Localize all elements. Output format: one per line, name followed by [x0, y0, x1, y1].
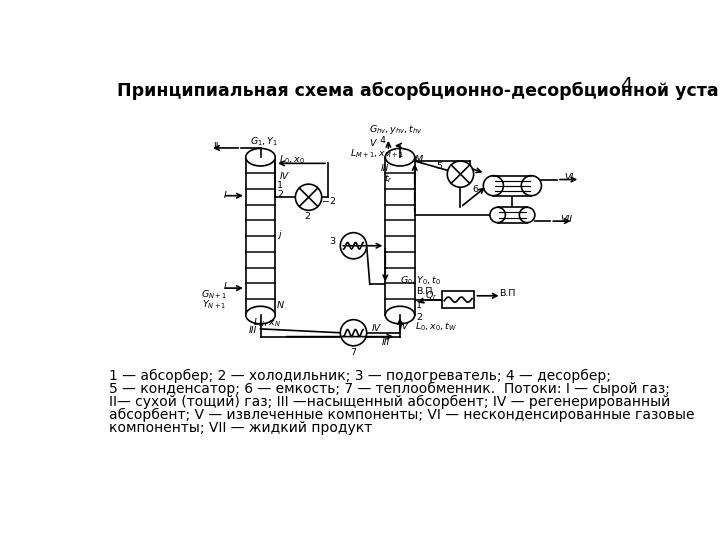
Text: $G_{hv}, y_{hv}, t_{hv}$: $G_{hv}, y_{hv}, t_{hv}$ — [369, 123, 423, 136]
Text: $G_0, Y_0, t_0$: $G_0, Y_0, t_0$ — [400, 274, 441, 287]
Text: $L_0, x_0, t_W$: $L_0, x_0, t_W$ — [415, 320, 457, 333]
Text: Принципиальная схема абсорбционно-десорбционной установки:: Принципиальная схема абсорбционно-десорб… — [117, 82, 720, 100]
Text: III: III — [380, 164, 389, 173]
Ellipse shape — [483, 176, 503, 195]
Text: $G_1, Y_1$: $G_1, Y_1$ — [251, 136, 279, 148]
Text: IV: IV — [280, 172, 289, 181]
Text: $G_{N+1}$: $G_{N+1}$ — [201, 289, 227, 301]
Text: N: N — [276, 301, 284, 310]
Ellipse shape — [385, 306, 415, 324]
Text: II— сухой (тощий) газ; III —насыщенный абсорбент; IV — регенерированный: II— сухой (тощий) газ; III —насыщенный а… — [109, 395, 670, 409]
Text: III: III — [382, 338, 390, 347]
Text: $Y_{N+1}$: $Y_{N+1}$ — [202, 299, 226, 311]
Bar — [498, 207, 527, 222]
Text: 2: 2 — [416, 313, 423, 322]
Text: j: j — [279, 230, 282, 239]
Text: 2: 2 — [277, 191, 283, 199]
Text: $L_{M+1}, x_{M+1}$: $L_{M+1}, x_{M+1}$ — [350, 147, 404, 160]
Circle shape — [295, 184, 322, 210]
Text: 5: 5 — [436, 162, 443, 171]
Text: В.П: В.П — [499, 289, 515, 298]
Text: $t_r$: $t_r$ — [384, 172, 393, 185]
Text: IV: IV — [372, 325, 381, 333]
Text: V: V — [369, 139, 376, 148]
Text: абсорбент; V — извлеченные компоненты; VI — несконденсированные газовые: абсорбент; V — извлеченные компоненты; V… — [109, 408, 695, 422]
Circle shape — [341, 233, 366, 259]
Text: 4: 4 — [380, 136, 386, 145]
Text: 3: 3 — [330, 238, 336, 246]
Ellipse shape — [246, 148, 275, 166]
Text: VII: VII — [560, 215, 572, 224]
Text: 1: 1 — [416, 301, 423, 310]
Text: $L_0, x_0$: $L_0, x_0$ — [279, 153, 305, 166]
Bar — [246, 157, 275, 315]
Text: 1: 1 — [277, 181, 283, 190]
Text: $L_N, x_N$: $L_N, x_N$ — [253, 316, 281, 329]
Text: I: I — [224, 282, 227, 291]
Text: 7: 7 — [351, 348, 356, 357]
Text: −2: −2 — [323, 197, 336, 206]
Ellipse shape — [385, 148, 415, 166]
Text: 1 — абсорбер; 2 — холодильник; 3 — подогреватель; 4 — десорбер;: 1 — абсорбер; 2 — холодильник; 3 — подог… — [109, 369, 611, 383]
Text: III: III — [248, 326, 257, 335]
Text: 2: 2 — [304, 212, 310, 221]
Ellipse shape — [490, 207, 505, 222]
Text: $Q_r$: $Q_r$ — [425, 289, 437, 302]
Text: VI: VI — [564, 173, 573, 183]
Text: 6: 6 — [472, 185, 479, 194]
Text: компоненты; VII — жидкий продукт: компоненты; VII — жидкий продукт — [109, 421, 373, 435]
Circle shape — [447, 161, 474, 187]
Ellipse shape — [521, 176, 541, 195]
Circle shape — [341, 320, 366, 346]
Ellipse shape — [519, 207, 535, 222]
Text: В.П: В.П — [416, 287, 432, 296]
Ellipse shape — [246, 306, 275, 324]
Text: I: I — [224, 191, 227, 200]
Text: M: M — [415, 155, 423, 164]
Text: 5 — конденсатор; 6 — емкость; 7 — теплообменник.  Потоки: I — сырой газ;: 5 — конденсатор; 6 — емкость; 7 — теплоо… — [109, 382, 670, 396]
Bar — [442, 291, 474, 308]
Bar — [385, 157, 415, 315]
Text: 4: 4 — [620, 76, 632, 96]
Text: II: II — [213, 142, 218, 151]
Text: IV: IV — [400, 322, 408, 331]
Bar — [493, 176, 531, 195]
